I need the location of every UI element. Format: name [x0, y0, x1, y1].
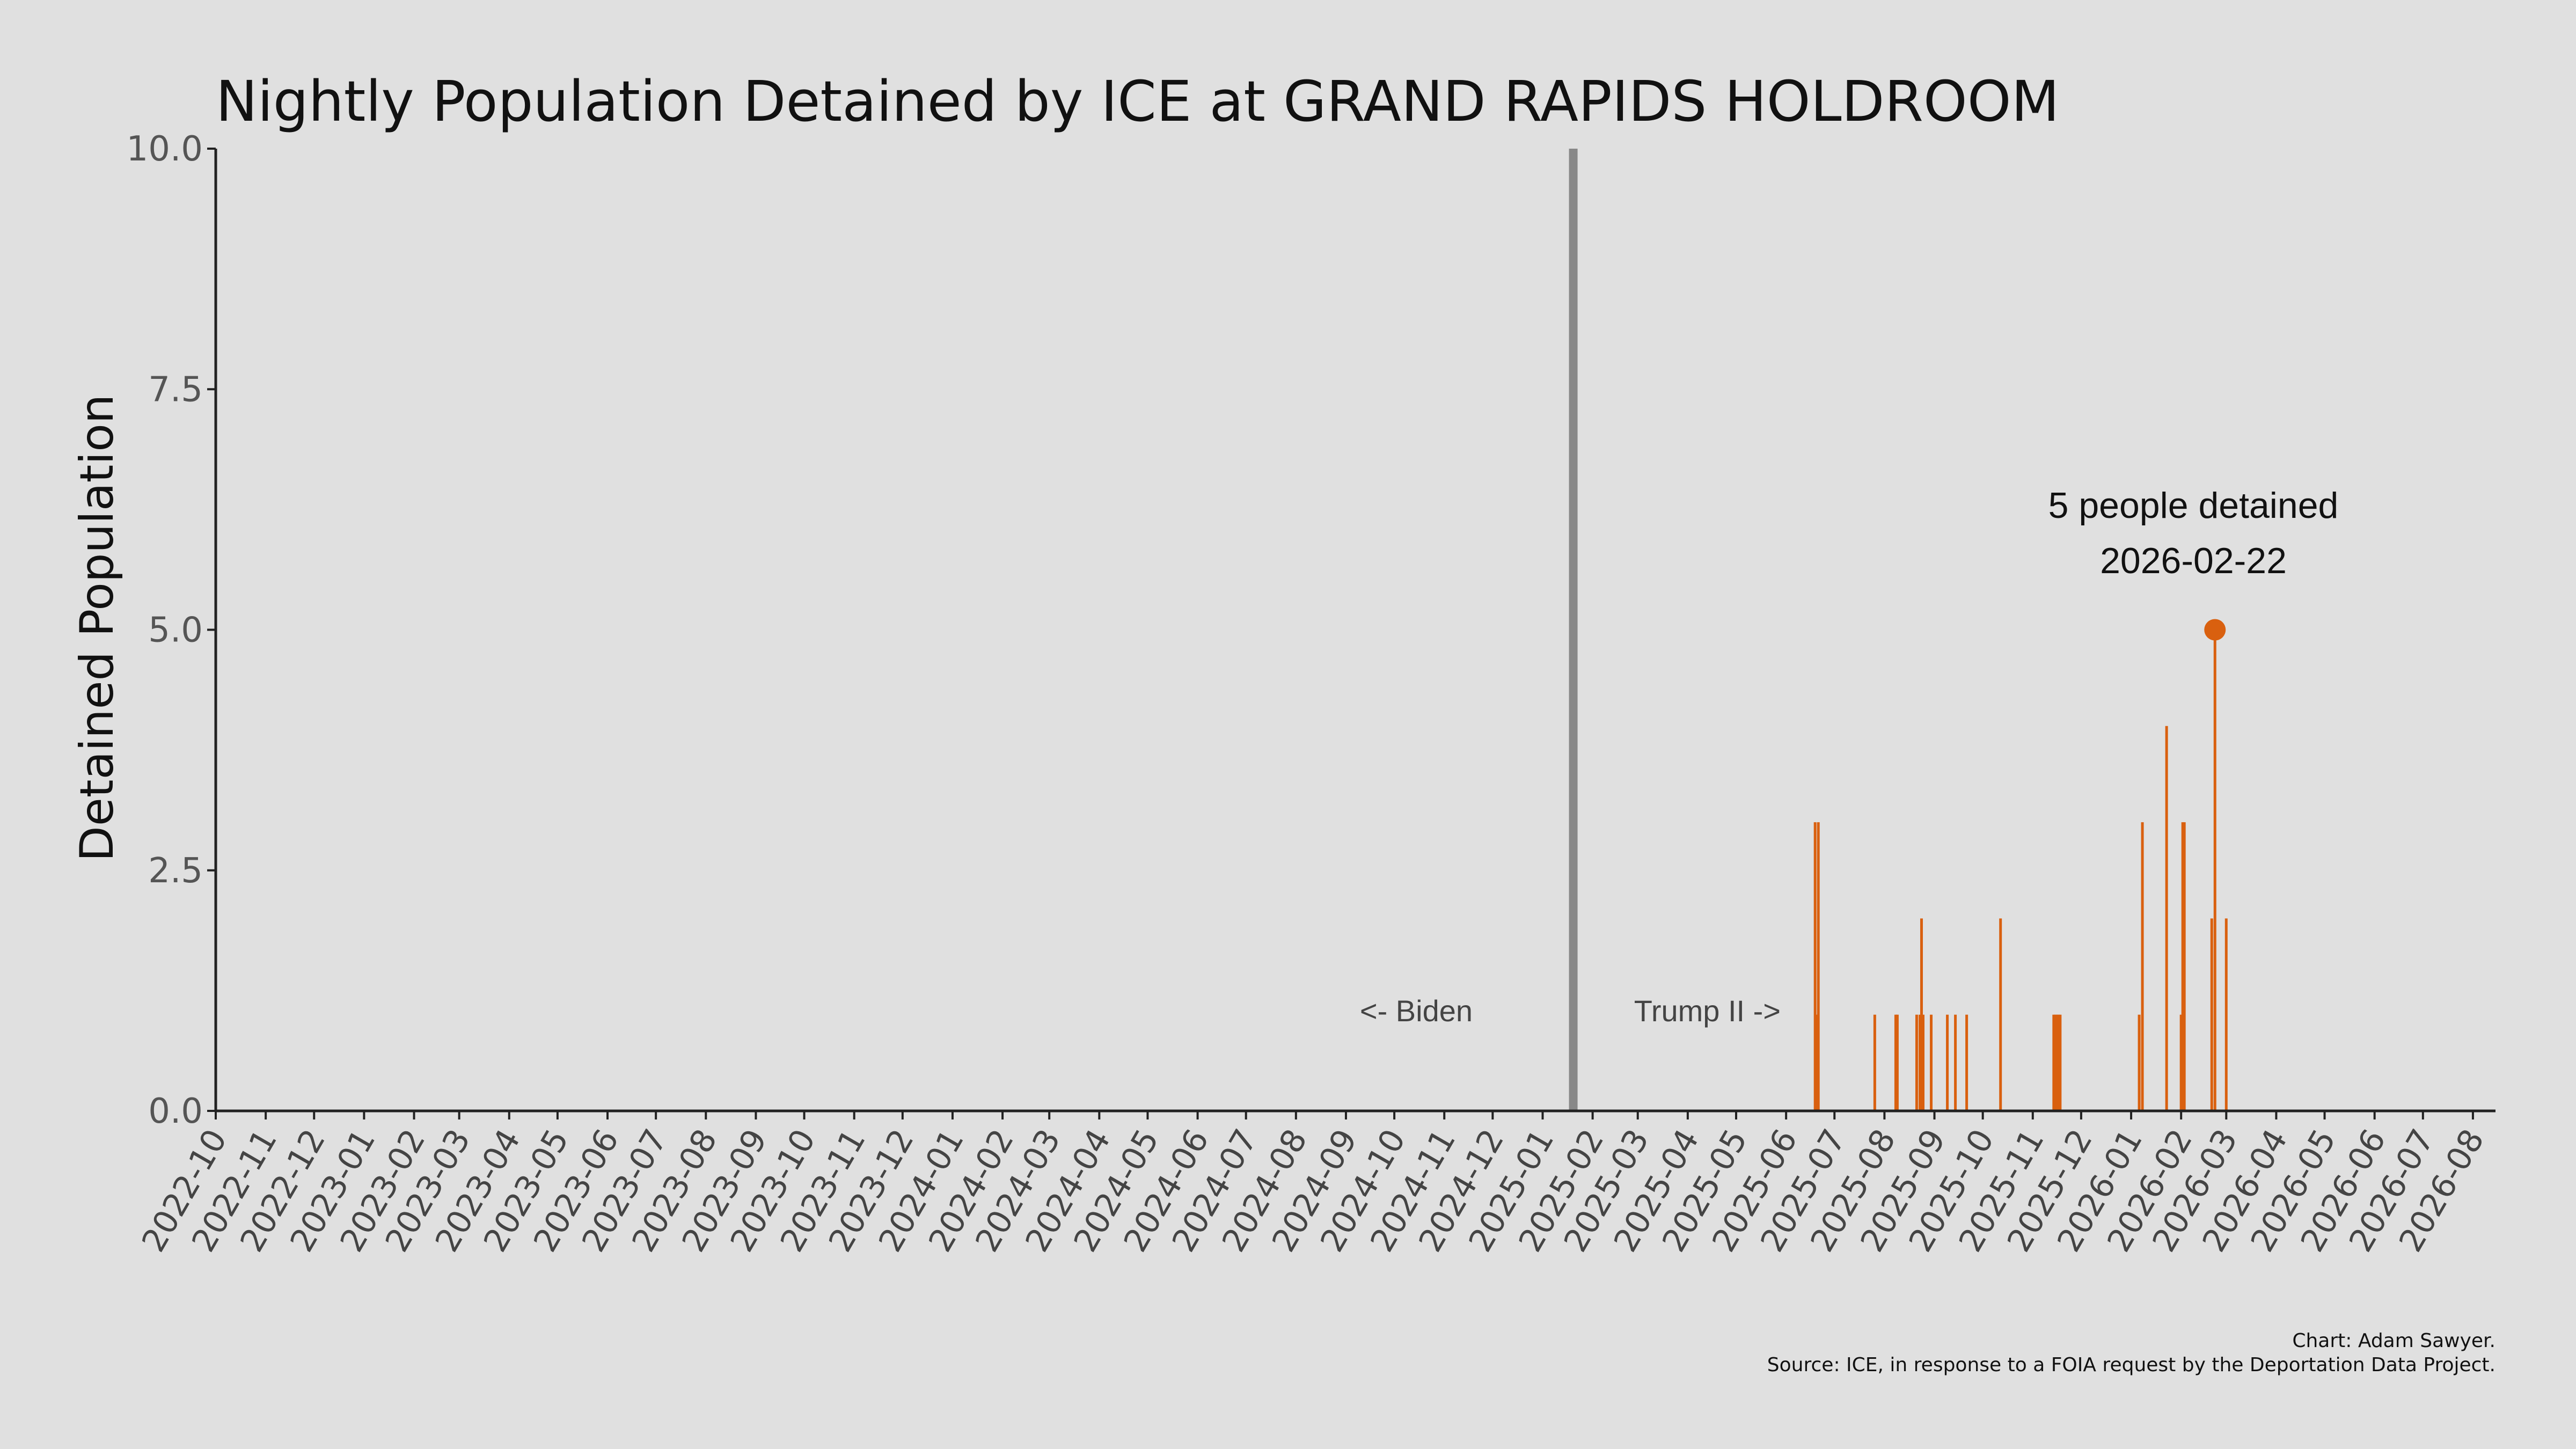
bar-2026-01-23	[2165, 726, 2168, 1111]
y-tick-label: 7.5	[148, 370, 203, 409]
bar-2025-09-14	[1954, 1014, 1957, 1111]
bar-2025-08-25	[1921, 1014, 1924, 1111]
y-tick-label: 10.0	[127, 129, 203, 169]
bar-2026-03-01	[2224, 918, 2228, 1111]
bar-2026-02-01	[2179, 1014, 2183, 1111]
bar-2026-02-03	[2183, 822, 2186, 1111]
biden-era-label: <- Biden	[1360, 994, 1473, 1028]
bar-2025-11-15	[2054, 1014, 2057, 1111]
bar-2025-10-12	[1999, 918, 2002, 1111]
bar-2026-01-06	[2138, 1014, 2141, 1111]
peak-annotation-date: 2026-02-22	[2100, 540, 2287, 581]
bar-2025-09-09	[1946, 1014, 1949, 1111]
peak-marker	[2204, 619, 2226, 641]
x-ticks: 2022-102022-112022-122023-012023-022023-…	[135, 1111, 2492, 1258]
bar-2025-08-09	[1896, 1014, 1899, 1111]
bar-2025-11-18	[2059, 1014, 2062, 1111]
y-ticks: 0.0 2.5 5.0 7.5 10.0	[127, 129, 216, 1131]
chart-source: Source: ICE, in response to a FOIA reque…	[1767, 1354, 2496, 1376]
chart-title: Nightly Population Detained by ICE at GR…	[216, 69, 2059, 134]
bar-2025-09-21	[1965, 1014, 1968, 1111]
bar-2025-06-21	[1817, 822, 1820, 1111]
y-tick-label: 2.5	[148, 851, 203, 891]
y-tick-label: 5.0	[148, 611, 203, 650]
peak-annotation-count: 5 people detained	[2048, 485, 2339, 526]
bar-2025-08-08	[1894, 1014, 1897, 1111]
bar-2025-08-23	[1918, 1014, 1921, 1111]
chart-credit: Chart: Adam Sawyer.	[2292, 1330, 2496, 1352]
bar-2025-06-20	[1815, 1014, 1818, 1111]
bar-2026-02-22	[2213, 630, 2216, 1111]
y-axis-label: Detained Population	[70, 394, 124, 862]
bar-2025-08-21	[1915, 1014, 1918, 1111]
bar-2026-01-08	[2141, 822, 2144, 1111]
bar-2025-07-26	[1873, 1014, 1876, 1111]
bars-layer	[1813, 630, 2228, 1111]
bar-2025-08-24	[1920, 918, 1923, 1111]
bar-2025-11-17	[2057, 1014, 2060, 1111]
bar-2026-02-20	[2210, 918, 2213, 1111]
bar-2025-11-16	[2055, 1014, 2059, 1111]
bar-2025-11-14	[2052, 1014, 2055, 1111]
bar-2026-02-02	[2181, 822, 2184, 1111]
trump-era-label: Trump II ->	[1634, 994, 1781, 1028]
bar-2025-08-30	[1930, 1014, 1933, 1111]
bar-2025-06-19	[1813, 822, 1817, 1111]
y-tick-label: 0.0	[148, 1092, 203, 1131]
